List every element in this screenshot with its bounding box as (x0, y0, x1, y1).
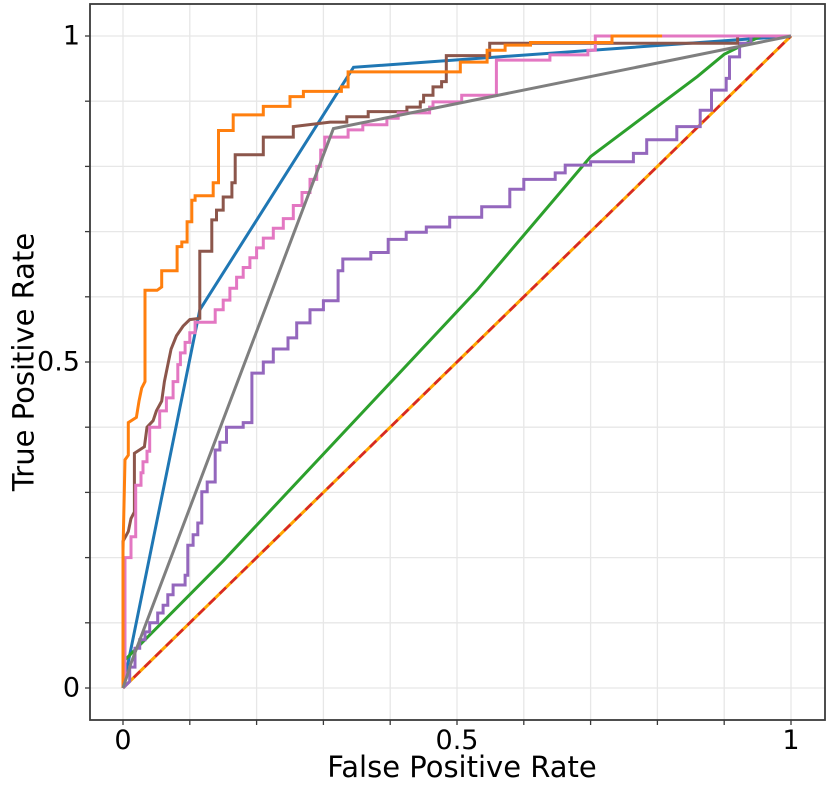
y-tick-label-05: 0.5 (37, 346, 80, 378)
roc-curve-roc-orange (121, 34, 663, 688)
y-tick-label-1: 1 (62, 20, 80, 52)
x-tick-label-1: 1 (782, 725, 800, 756)
chance-diagonal (122, 35, 792, 689)
x-tick-label-0: 0 (114, 725, 132, 756)
roc-curve-roc-gray (121, 34, 792, 689)
axes-border (89, 3, 826, 721)
x-axis-label: False Positive Rate (327, 750, 597, 784)
roc-curve-roc-pink (121, 34, 791, 689)
roc-curve-roc-blue (121, 34, 792, 689)
y-tick-label-0: 0 (62, 672, 80, 704)
y-axis-label: True Positive Rate (6, 232, 41, 492)
x-tick-label-05: 0.5 (435, 725, 479, 756)
roc-curve-roc-purple (121, 34, 791, 690)
roc-curve-roc-brown (121, 34, 791, 688)
